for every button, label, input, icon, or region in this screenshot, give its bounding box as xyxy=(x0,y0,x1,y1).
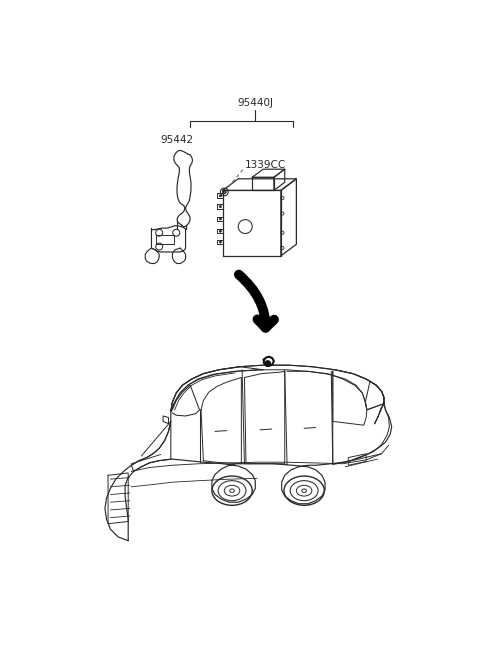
Circle shape xyxy=(264,361,271,367)
Text: 1339CC: 1339CC xyxy=(244,160,286,170)
Text: 95440J: 95440J xyxy=(237,98,273,108)
Circle shape xyxy=(219,230,222,232)
Circle shape xyxy=(219,218,222,220)
Circle shape xyxy=(219,205,222,208)
FancyArrowPatch shape xyxy=(239,275,274,328)
Text: 95442: 95442 xyxy=(161,135,194,146)
Circle shape xyxy=(219,195,222,197)
Circle shape xyxy=(222,190,226,194)
Circle shape xyxy=(219,241,222,243)
